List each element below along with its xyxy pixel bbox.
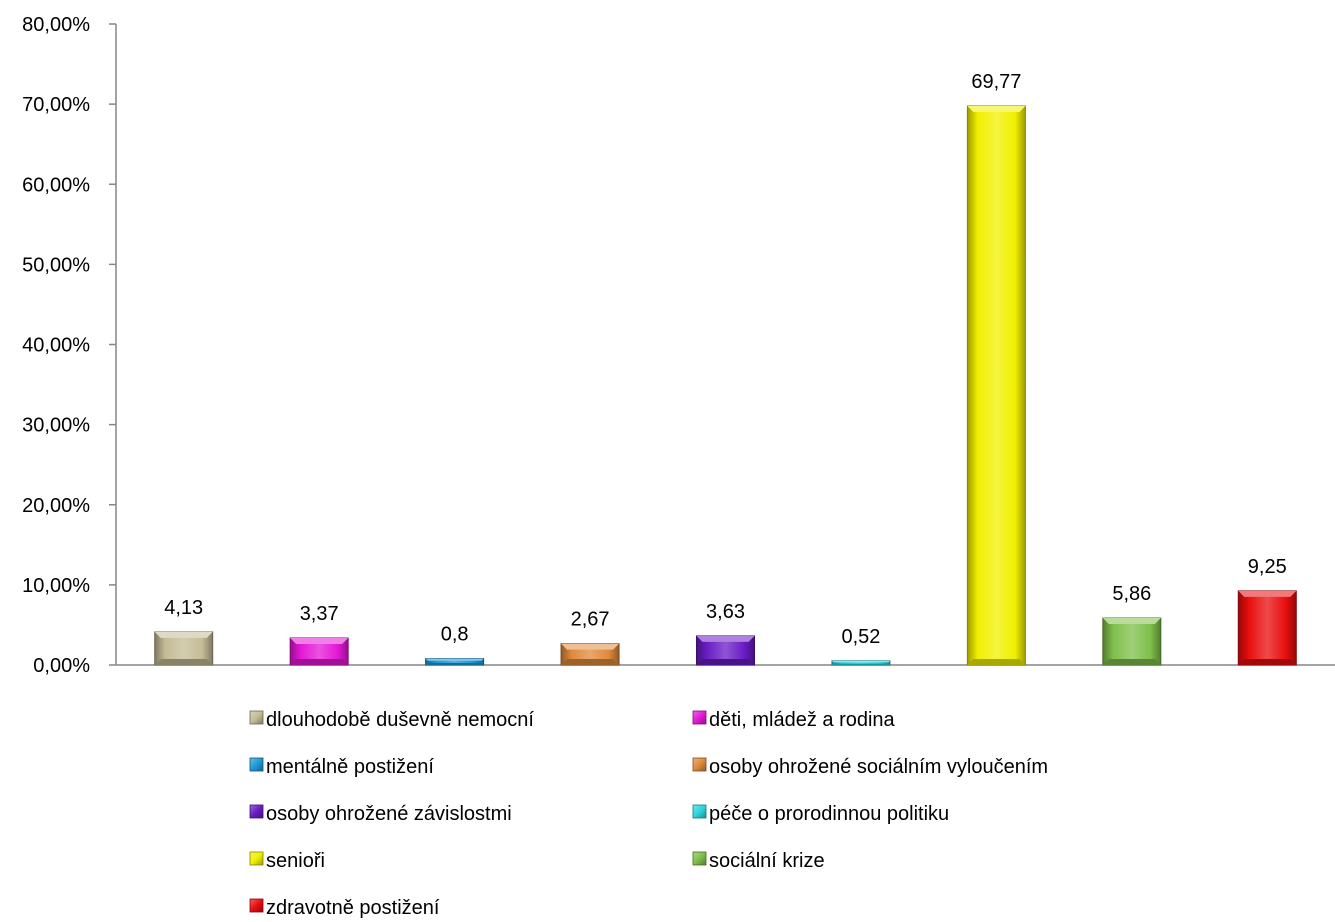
- bar-bevel-top: [967, 105, 1026, 112]
- legend: dlouhodobě duševně nemocní děti, mládež a…: [249, 709, 1048, 919]
- bar-3: [425, 658, 485, 666]
- data-label: 0,52: [841, 626, 880, 648]
- bar-bevel-top: [290, 637, 349, 644]
- bar-bevel-bottom: [154, 659, 213, 665]
- legend-label: děti, mládež a rodina: [709, 709, 896, 731]
- legend-label: mentálně postižení: [266, 756, 434, 778]
- bar-bevel-bottom: [425, 662, 484, 665]
- bars: [154, 105, 1297, 666]
- data-label: 2,67: [571, 609, 610, 631]
- legend-swatch: [692, 710, 707, 725]
- legend-item: osoby ohrožené sociálním vyloučením: [692, 756, 1048, 778]
- y-tick-label: 10,00%: [22, 575, 90, 597]
- bar-bevel-bottom: [967, 659, 1026, 665]
- data-label: 9,25: [1248, 556, 1287, 578]
- data-label: 5,86: [1112, 583, 1151, 605]
- data-label: 69,77: [971, 71, 1021, 93]
- bar-1: [154, 631, 214, 666]
- bar-5: [696, 635, 755, 666]
- y-tick-label: 20,00%: [22, 495, 90, 517]
- legend-label: sociální krize: [709, 850, 825, 872]
- legend-swatch: [249, 804, 264, 819]
- legend-item: osoby ohrožené závislostmi: [249, 803, 512, 825]
- y-tick-label: 70,00%: [22, 94, 90, 116]
- legend-label: péče o prorodinnou politiku: [709, 803, 949, 825]
- legend-item: sociální krize: [692, 850, 825, 872]
- bar-bevel-top: [831, 660, 890, 663]
- legend-item: senioři: [249, 850, 325, 872]
- legend-item: zdravotně postižení: [249, 897, 440, 919]
- legend-item: péče o prorodinnou politiku: [692, 803, 949, 825]
- y-tick-label: 40,00%: [22, 335, 90, 357]
- legend-swatch: [692, 851, 707, 866]
- bar-4: [560, 643, 620, 666]
- bar-bevel-bottom: [290, 659, 349, 665]
- bar-body: [1237, 590, 1297, 666]
- bar-bevel-top: [561, 643, 620, 650]
- y-tick-label: 50,00%: [22, 254, 90, 276]
- bar-bevel-top: [1102, 618, 1161, 625]
- legend-item: mentálně postižení: [249, 756, 434, 778]
- bar-bevel-bottom: [1102, 659, 1161, 665]
- legend-item: dlouhodobě duševně nemocní: [249, 709, 534, 731]
- data-label: 3,37: [300, 603, 339, 625]
- bar-9: [1237, 590, 1297, 666]
- data-label: 0,8: [441, 624, 469, 646]
- bar-bevel-top: [154, 631, 213, 638]
- legend-swatch: [249, 851, 264, 866]
- y-tick-label: 60,00%: [22, 174, 90, 196]
- legend-label: dlouhodobě duševně nemocní: [266, 709, 534, 731]
- data-label: 3,63: [706, 601, 745, 623]
- bar-bevel-top: [425, 658, 484, 661]
- bar-bevel-bottom: [831, 663, 890, 665]
- bar-body: [966, 105, 1026, 666]
- axes: 0,00% 10,00% 20,00% 30,00% 40,00% 50,00% 60,00…: [22, 14, 1335, 677]
- bar-bevel-bottom: [1238, 659, 1297, 665]
- legend-label: zdravotně postižení: [266, 897, 440, 919]
- bar-bevel-top: [696, 635, 755, 642]
- legend-label: osoby ohrožené sociálním vyloučením: [709, 756, 1048, 778]
- bar-bevel-top: [1238, 590, 1297, 597]
- legend-swatch: [249, 757, 264, 772]
- bar-7: [966, 105, 1026, 666]
- legend-label: osoby ohrožené závislostmi: [266, 803, 512, 825]
- bar-2: [289, 637, 349, 666]
- legend-swatch: [692, 804, 707, 819]
- bar-body: [1102, 617, 1162, 666]
- data-labels: 4,13 3,37 0,8 2,67 3,63 0,52 69,77 5,86 9,25: [164, 71, 1286, 648]
- bar-bevel-bottom: [696, 659, 755, 665]
- legend-swatch: [249, 898, 264, 913]
- y-tick-label: 30,00%: [22, 415, 90, 437]
- data-label: 4,13: [164, 597, 203, 619]
- y-tick-label: 80,00%: [22, 14, 90, 36]
- legend-swatch: [249, 710, 264, 725]
- bar-8: [1102, 617, 1162, 666]
- bar-6: [831, 660, 891, 666]
- legend-label: senioři: [266, 850, 325, 872]
- y-tick-label: 0,00%: [33, 655, 90, 677]
- legend-item: děti, mládež a rodina: [692, 709, 896, 731]
- bar-bevel-bottom: [561, 659, 620, 665]
- legend-swatch: [692, 757, 707, 772]
